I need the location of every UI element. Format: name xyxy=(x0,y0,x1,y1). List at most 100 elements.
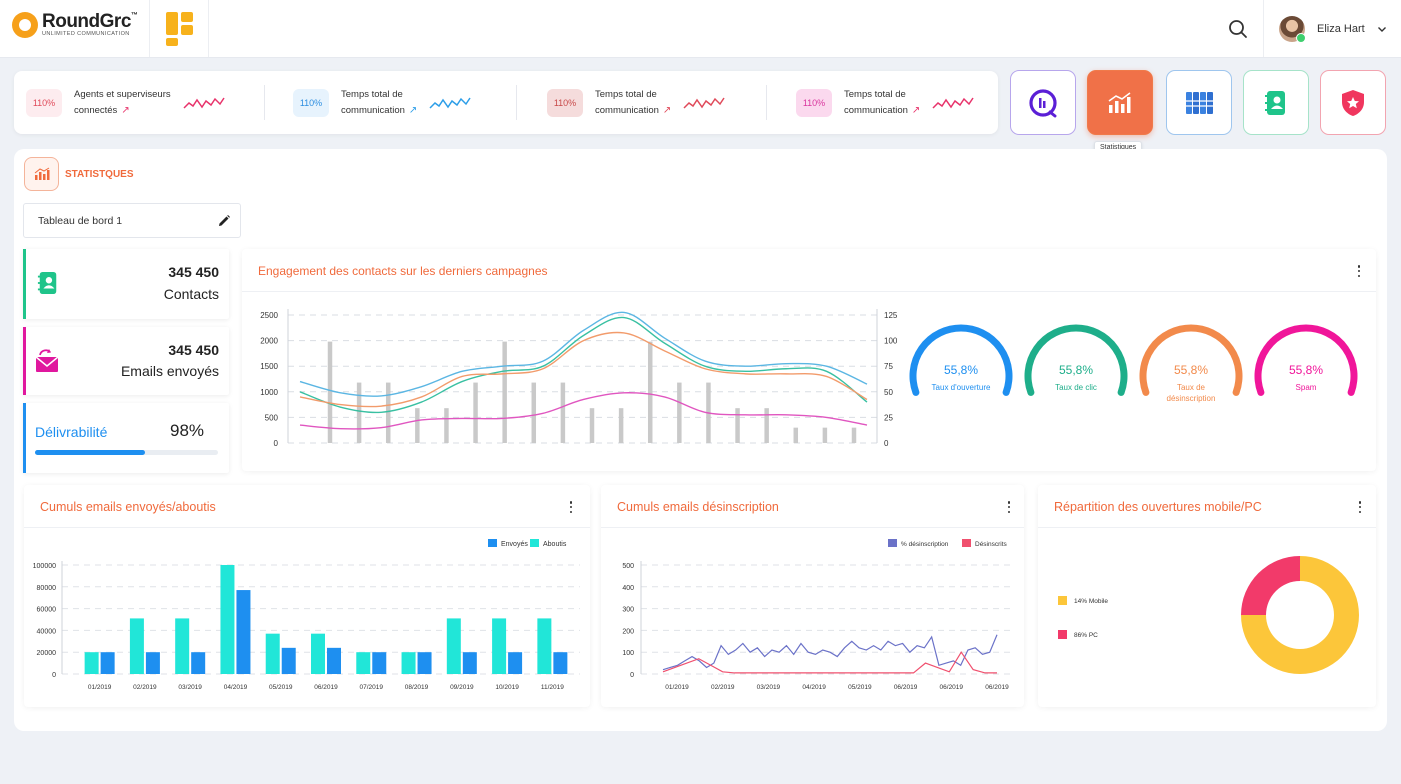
bar-envoyes xyxy=(281,647,296,674)
deliverability-progress-fill xyxy=(35,450,145,455)
more-menu-button[interactable] xyxy=(1004,500,1014,514)
kpi-label-line2: communication xyxy=(844,105,908,116)
bar xyxy=(618,408,624,443)
deliverability-value: 98% xyxy=(170,421,205,440)
bar xyxy=(647,341,653,443)
bar xyxy=(822,427,828,443)
y-tick: 80000 xyxy=(37,585,57,592)
card-accent xyxy=(23,403,26,473)
engagement-chart: 0 0 500 25 1000 50 1500 75 2000 100 2500 125 xyxy=(260,309,898,448)
card-accent xyxy=(23,249,26,319)
legend-label: Désinscrits xyxy=(975,541,1008,548)
x-tick: 01/2019 xyxy=(88,684,112,691)
kpi-comm-time-3[interactable]: 110% Temps total de communication ↗ xyxy=(796,87,974,119)
panel-title: Répartition des ouvertures mobile/PC xyxy=(1054,500,1262,514)
logo-tagline: UNLIMITED COMMUNICATION xyxy=(42,31,130,38)
bar-aboutis xyxy=(129,618,144,674)
kpi-comm-time-1[interactable]: 110% Temps total de communication ↗ xyxy=(293,87,471,119)
statistics-icon xyxy=(24,157,59,191)
emails-label: Emails envoyés xyxy=(120,363,219,379)
cumul-unsub-panel: Cumuls emails désinscription % désinscri… xyxy=(601,485,1024,707)
apps-grid-button[interactable] xyxy=(149,0,209,57)
x-tick: 06/2019 xyxy=(985,684,1009,691)
contacts-module-button[interactable] xyxy=(1243,70,1309,135)
more-menu-button[interactable] xyxy=(1355,500,1365,514)
contacts-icon xyxy=(37,272,57,294)
x-tick: 03/2019 xyxy=(178,684,202,691)
bar xyxy=(356,382,362,443)
app-logo[interactable]: RoundGrc™ UNLIMITED COMMUNICATION xyxy=(12,12,138,38)
more-menu-button[interactable] xyxy=(566,500,576,514)
bar-aboutis xyxy=(311,633,325,674)
kpi-comm-time-2[interactable]: 110% Temps total de communication ↗ xyxy=(547,87,725,119)
y-tick: 300 xyxy=(622,607,634,614)
security-module-icon xyxy=(1342,89,1364,116)
y-tick: 100000 xyxy=(33,563,56,570)
bar xyxy=(793,427,799,443)
calls-module-button[interactable] xyxy=(1010,70,1076,135)
gauge-value: 55,8% xyxy=(1174,363,1208,377)
x-tick: 08/2019 xyxy=(405,684,429,691)
contacts-module-icon xyxy=(1265,90,1285,115)
y-tick-right: 75 xyxy=(884,362,893,371)
email-send-icon xyxy=(35,349,59,372)
kpi-agents[interactable]: 110% Agents et superviseurs connectés ↗ xyxy=(26,87,225,119)
y-tick-left: 500 xyxy=(265,413,279,422)
trend-up-icon: ↗ xyxy=(408,105,418,116)
legend-label: % désinscription xyxy=(901,541,949,548)
legend-label: 86% PC xyxy=(1074,632,1098,639)
user-menu[interactable]: Eliza Hart xyxy=(1279,16,1387,43)
edit-icon[interactable] xyxy=(217,214,231,228)
section-header: STATISTQUES xyxy=(24,157,134,191)
bar-aboutis xyxy=(84,652,99,674)
kpi-label-line1: Temps total de xyxy=(595,89,657,100)
gauge-arc xyxy=(1024,324,1128,396)
bar xyxy=(851,427,857,443)
dashboard-select[interactable]: Tableau de bord 1 xyxy=(23,203,241,238)
deliverability-stat-card[interactable]: Délivrabilité 98% xyxy=(23,403,229,473)
kpi-label-line2: connectés xyxy=(74,105,118,116)
series-line xyxy=(662,634,998,671)
y-tick: 0 xyxy=(52,672,56,679)
sparkline xyxy=(932,97,974,109)
bar-envoyes xyxy=(508,652,523,674)
statistics-section: STATISTQUES Tableau de bord 1 345 450 Co… xyxy=(14,149,1387,731)
series-line xyxy=(299,311,868,397)
bar-aboutis xyxy=(265,633,280,674)
search-button[interactable] xyxy=(1226,17,1250,41)
archive-module-button[interactable] xyxy=(1166,70,1232,135)
kpi-divider xyxy=(264,85,265,120)
panel-title: Cumuls emails désinscription xyxy=(617,500,779,514)
y-tick-right: 125 xyxy=(884,311,898,320)
y-tick-right: 50 xyxy=(884,388,893,397)
emails-stat-card[interactable]: 345 450 Emails envoyés xyxy=(23,327,229,395)
more-menu-button[interactable] xyxy=(1354,264,1364,278)
kpi-badge: 110% xyxy=(796,89,832,117)
top-bar: RoundGrc™ UNLIMITED COMMUNICATION Eliza … xyxy=(0,0,1401,58)
contacts-stat-card[interactable]: 345 450 Contacts xyxy=(23,249,229,319)
series-line xyxy=(299,392,868,430)
dashboard-select-value: Tableau de bord 1 xyxy=(38,214,123,227)
legend-swatch xyxy=(488,539,497,547)
bar xyxy=(415,408,420,443)
deliverability-progress xyxy=(35,450,218,455)
cumul-sent-panel: Cumuls emails envoyés/aboutis Envoyés Abo… xyxy=(24,485,590,707)
kpi-badge: 110% xyxy=(26,89,62,117)
kpi-label-line2: communication xyxy=(595,105,659,116)
trend-up-icon: ↗ xyxy=(121,105,130,116)
gauge-label: Taux d'ouverture xyxy=(932,383,991,392)
y-tick-right: 100 xyxy=(884,337,898,346)
statistics-module-button[interactable] xyxy=(1087,70,1153,135)
y-tick: 100 xyxy=(622,650,634,657)
gauge-arc xyxy=(1139,324,1243,396)
legend-label: Envoyés xyxy=(501,541,528,548)
panel-title: Cumuls emails envoyés/aboutis xyxy=(40,500,216,514)
panel-divider xyxy=(24,527,590,528)
panel-title: Engagement des contacts sur les derniers… xyxy=(258,264,548,278)
security-module-button[interactable] xyxy=(1320,70,1386,135)
user-name: Eliza Hart xyxy=(1317,23,1365,35)
gauge-value: 55,8% xyxy=(1289,363,1323,377)
y-tick-left: 1000 xyxy=(260,388,278,397)
x-tick: 01/2019 xyxy=(665,684,689,691)
kpi-badge: 110% xyxy=(293,89,329,117)
